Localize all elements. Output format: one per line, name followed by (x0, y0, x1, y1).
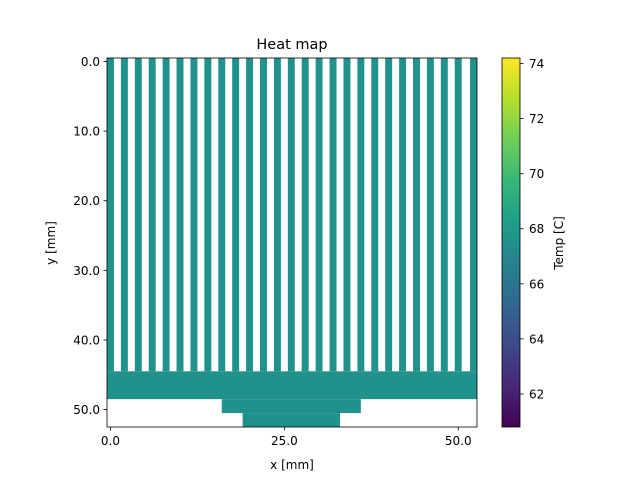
plot-frame (106, 57, 478, 428)
heatmap-fin (190, 58, 198, 372)
heatmap-fin (232, 58, 240, 372)
heatmap-fin (148, 58, 156, 372)
colorbar-gradient (502, 58, 520, 427)
heatmap-fin (134, 58, 142, 372)
heatmap-fin (413, 58, 420, 372)
x-tick-label: 50.0 (445, 434, 472, 448)
heatmap-fin (162, 58, 170, 372)
heatmap-fin (260, 58, 267, 372)
heatmap-fin (273, 58, 281, 372)
colorbar-tick-label: 70 (529, 167, 544, 181)
x-tick-label: 25.0 (271, 434, 298, 448)
x-axis-label: x [mm] (270, 458, 314, 472)
heatmap-fin (371, 58, 379, 372)
x-tick-label: 0.0 (101, 434, 120, 448)
y-tick-label: 20.0 (73, 194, 100, 208)
colorbar-frame (501, 57, 521, 428)
heatmap-fin (246, 58, 254, 372)
colorbar-tick-label: 66 (529, 277, 544, 291)
chart-title: Heat map (256, 37, 327, 53)
heatmap-fin (287, 58, 295, 372)
y-axis-label: y [mm] (44, 221, 58, 265)
colorbar-tick-label: 64 (529, 332, 544, 346)
heatmap-fin (440, 58, 448, 372)
plot-area (106, 57, 478, 428)
heatmap-fin (329, 58, 337, 372)
heatmap-fin (107, 58, 114, 372)
colorbar-tick-label: 68 (529, 222, 544, 236)
heatmap-fin (357, 58, 365, 372)
y-tick-label: 50.0 (73, 403, 100, 417)
x-axis: 0.0 25.0 50.0 (101, 427, 472, 448)
heatmap-fin (454, 58, 462, 372)
heatmap-fin (470, 58, 477, 372)
y-tick-label: 30.0 (73, 264, 100, 278)
heatmap-fin (399, 58, 407, 372)
heatmap-fin (218, 58, 226, 372)
heatmap-region (221, 399, 361, 414)
heatmap-fin (426, 58, 434, 372)
heatmap-fin (301, 58, 309, 372)
y-tick-label: 0.0 (81, 55, 100, 69)
colorbar-label: Temp [C] (552, 216, 566, 271)
heatmap-fin (385, 58, 393, 372)
colorbar-tick-label: 72 (529, 112, 544, 126)
colorbar: 62 64 66 68 70 72 74 (501, 57, 544, 428)
y-axis: 0.0 10.0 20.0 30.0 40.0 50.0 (73, 55, 107, 417)
y-tick-label: 40.0 (73, 333, 100, 347)
heatmap-fin (176, 58, 184, 372)
heatmap-fin (315, 58, 323, 372)
y-tick-label: 10.0 (73, 125, 100, 139)
colorbar-tick-label: 62 (529, 387, 544, 401)
heatmap-fin (204, 58, 212, 372)
heatmap-region (107, 371, 477, 400)
colorbar-tick-label: 74 (529, 57, 544, 71)
heatmap-fin (343, 58, 351, 372)
heatmap-region (242, 413, 340, 427)
heatmap-fin (120, 58, 128, 372)
